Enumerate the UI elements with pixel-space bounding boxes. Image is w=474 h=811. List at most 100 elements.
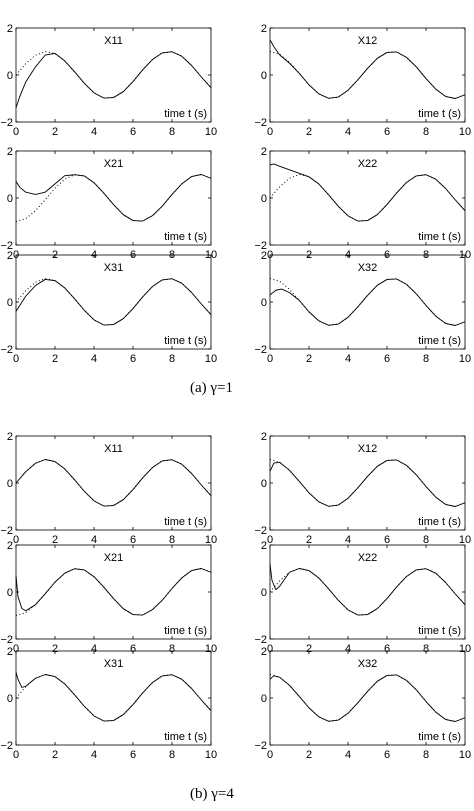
chart-4-xtick-label-0: 0 — [13, 353, 19, 365]
chart-7-xtick-label-4: 8 — [423, 534, 429, 546]
chart-10-series-dotted — [15, 674, 212, 722]
chart-1-ytick-label-1: 0 — [261, 70, 267, 82]
chart-6-xtick-label-5: 10 — [205, 534, 217, 546]
chart-5-series-solid — [269, 278, 466, 326]
chart-2-title: X21 — [104, 158, 124, 170]
chart-7-xtick-label-5: 10 — [459, 534, 471, 546]
chart-10-xtick-label-1: 2 — [52, 749, 58, 761]
chart-7-title: X12 — [358, 443, 378, 455]
chart-1-xtick-label-4: 8 — [423, 126, 429, 138]
chart-10-xtick-label-5: 10 — [205, 749, 217, 761]
chart-8-ytick-label-2: −2 — [0, 634, 13, 646]
chart-0-xtick-label-3: 6 — [130, 126, 136, 138]
chart-5-xtick-label-4: 8 — [423, 353, 429, 365]
chart-10-ytick-label-1: 0 — [7, 693, 13, 705]
chart-0-xtick-label-2: 4 — [91, 126, 97, 138]
chart-8-xtick-label-2: 4 — [91, 643, 97, 655]
chart-6-xtick-label-3: 6 — [130, 534, 136, 546]
chart-7-series-solid — [269, 459, 466, 507]
caption-a: (a) γ=1 — [190, 380, 233, 396]
chart-8-xtick-label-3: 6 — [130, 643, 136, 655]
chart-7-xtick-label-3: 6 — [384, 534, 390, 546]
chart-11-xtick-label-4: 8 — [423, 749, 429, 761]
chart-3-series-dotted — [269, 174, 466, 222]
chart-6-ytick-label-2: −2 — [0, 525, 13, 537]
chart-4-series-dotted — [15, 278, 212, 326]
chart-6-ytick-label-1: 0 — [7, 478, 13, 490]
chart-9-ytick-label-0: 2 — [261, 540, 267, 552]
chart-11-xtick-label-1: 2 — [306, 749, 312, 761]
chart-10-xtick-label-0: 0 — [13, 749, 19, 761]
chart-9-ytick-label-2: −2 — [254, 634, 267, 646]
chart-8-xtick-label-5: 10 — [205, 643, 217, 655]
chart-8-title: X21 — [104, 552, 124, 564]
chart-6-xtick-label-4: 8 — [169, 534, 175, 546]
chart-8-series-dotted — [15, 568, 212, 616]
chart-0-ytick-label-2: −2 — [0, 117, 13, 129]
chart-9-title: X22 — [358, 552, 378, 564]
chart-1-xtick-label-1: 2 — [306, 126, 312, 138]
chart-1-ytick-label-2: −2 — [254, 117, 267, 129]
chart-5-ytick-label-2: −2 — [254, 344, 267, 356]
chart-4-title: X31 — [104, 262, 124, 274]
chart-0-title: X11 — [104, 35, 123, 47]
chart-5-xtick-label-0: 0 — [267, 353, 273, 365]
chart-6-xtick-label-1: 2 — [52, 534, 58, 546]
chart-6-xtick-label-0: 0 — [13, 534, 19, 546]
chart-11-xlabel: time t (s) — [418, 731, 461, 743]
chart-2-ytick-label-2: −2 — [0, 240, 13, 252]
chart-3-ytick-label-1: 0 — [261, 193, 267, 205]
chart-4-series-solid — [15, 278, 212, 326]
chart-6-title: X11 — [104, 443, 123, 455]
chart-4-xtick-label-1: 2 — [52, 353, 58, 365]
chart-5-ytick-label-1: 0 — [261, 297, 267, 309]
chart-3-series-solid — [269, 163, 466, 222]
chart-9-xtick-label-0: 0 — [267, 643, 273, 655]
chart-2-series-solid — [15, 174, 212, 222]
chart-3-xlabel: time t (s) — [418, 231, 461, 243]
chart-4-xlabel: time t (s) — [164, 335, 207, 347]
chart-1-title: X12 — [358, 35, 378, 47]
chart-2-xlabel: time t (s) — [164, 231, 207, 243]
chart-10-title: X31 — [104, 658, 124, 670]
chart-3-ytick-label-2: −2 — [254, 240, 267, 252]
chart-11-xtick-label-2: 4 — [345, 749, 351, 761]
chart-11-ytick-label-0: 2 — [261, 646, 267, 658]
chart-2-ytick-label-0: 2 — [7, 146, 13, 158]
chart-4-xtick-label-3: 6 — [130, 353, 136, 365]
chart-1-series-solid — [269, 39, 466, 99]
chart-10-xlabel: time t (s) — [164, 731, 207, 743]
chart-10-xtick-label-3: 6 — [130, 749, 136, 761]
chart-5-xlabel: time t (s) — [418, 335, 461, 347]
chart-7-ytick-label-1: 0 — [261, 478, 267, 490]
chart-5-xtick-label-1: 2 — [306, 353, 312, 365]
chart-8-series-solid — [15, 568, 212, 616]
chart-11-series-dotted — [269, 674, 466, 722]
chart-0-xtick-label-1: 2 — [52, 126, 58, 138]
chart-8-ytick-label-1: 0 — [7, 587, 13, 599]
chart-8-ytick-label-0: 2 — [7, 540, 13, 552]
chart-8-xtick-label-0: 0 — [13, 643, 19, 655]
chart-0-ytick-label-1: 0 — [7, 70, 13, 82]
chart-3-ytick-label-0: 2 — [261, 146, 267, 158]
chart-4-ytick-label-0: 2 — [7, 250, 13, 262]
chart-9-xtick-label-2: 4 — [345, 643, 351, 655]
chart-1-xtick-label-2: 4 — [345, 126, 351, 138]
chart-5-title: X32 — [358, 262, 378, 274]
chart-7-xtick-label-2: 4 — [345, 534, 351, 546]
chart-5-xtick-label-2: 4 — [345, 353, 351, 365]
chart-7-xtick-label-1: 2 — [306, 534, 312, 546]
chart-7-series-dotted — [269, 459, 466, 507]
chart-11-ytick-label-1: 0 — [261, 693, 267, 705]
chart-4-xtick-label-4: 8 — [169, 353, 175, 365]
chart-7-ytick-label-2: −2 — [254, 525, 267, 537]
